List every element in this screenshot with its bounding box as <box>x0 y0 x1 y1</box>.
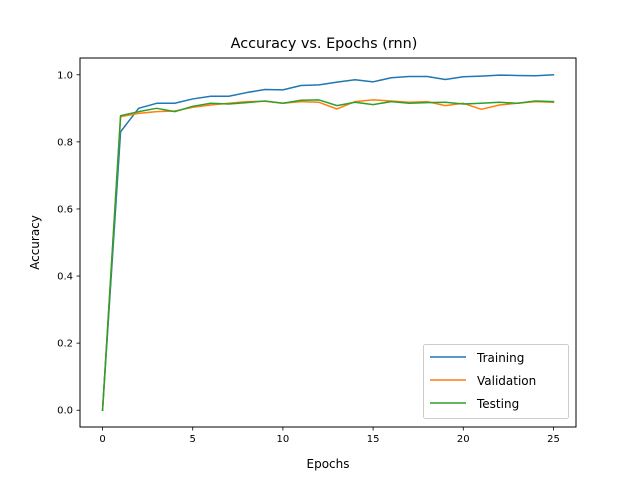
x-tick-label: 20 <box>457 434 470 445</box>
legend-label-testing: Testing <box>476 397 519 411</box>
y-tick-label: 0.8 <box>57 137 73 148</box>
x-tick-label: 5 <box>190 434 196 445</box>
y-axis-label: Accuracy <box>28 215 42 270</box>
series-lines <box>101 73 555 412</box>
plot-frame <box>79 57 577 428</box>
legend-box <box>423 344 569 419</box>
series-line-training <box>101 73 555 412</box>
x-axis-label: Epochs <box>307 457 350 471</box>
series-line-testing <box>101 99 555 412</box>
y-axis-ticks: 0.0 0.2 0.4 0.6 0.8 1.0 <box>57 70 80 417</box>
legend: Training Validation Testing <box>423 344 569 419</box>
legend-label-validation: Validation <box>477 374 536 388</box>
x-tick-label: 15 <box>367 434 380 445</box>
y-tick-label: 0.2 <box>57 339 73 350</box>
x-tick-label: 0 <box>99 434 105 445</box>
y-tick-label: 0.6 <box>57 204 73 215</box>
x-axis-ticks: 0 5 10 15 20 25 <box>99 427 560 445</box>
x-tick-label: 25 <box>547 434 560 445</box>
x-tick-label: 10 <box>277 434 290 445</box>
y-tick-label: 0.4 <box>57 272 73 283</box>
y-tick-label: 1.0 <box>57 70 73 81</box>
chart-title: Accuracy vs. Epochs (rnn) <box>231 36 418 52</box>
y-tick-label: 0.0 <box>57 406 73 417</box>
legend-label-training: Training <box>476 351 524 365</box>
